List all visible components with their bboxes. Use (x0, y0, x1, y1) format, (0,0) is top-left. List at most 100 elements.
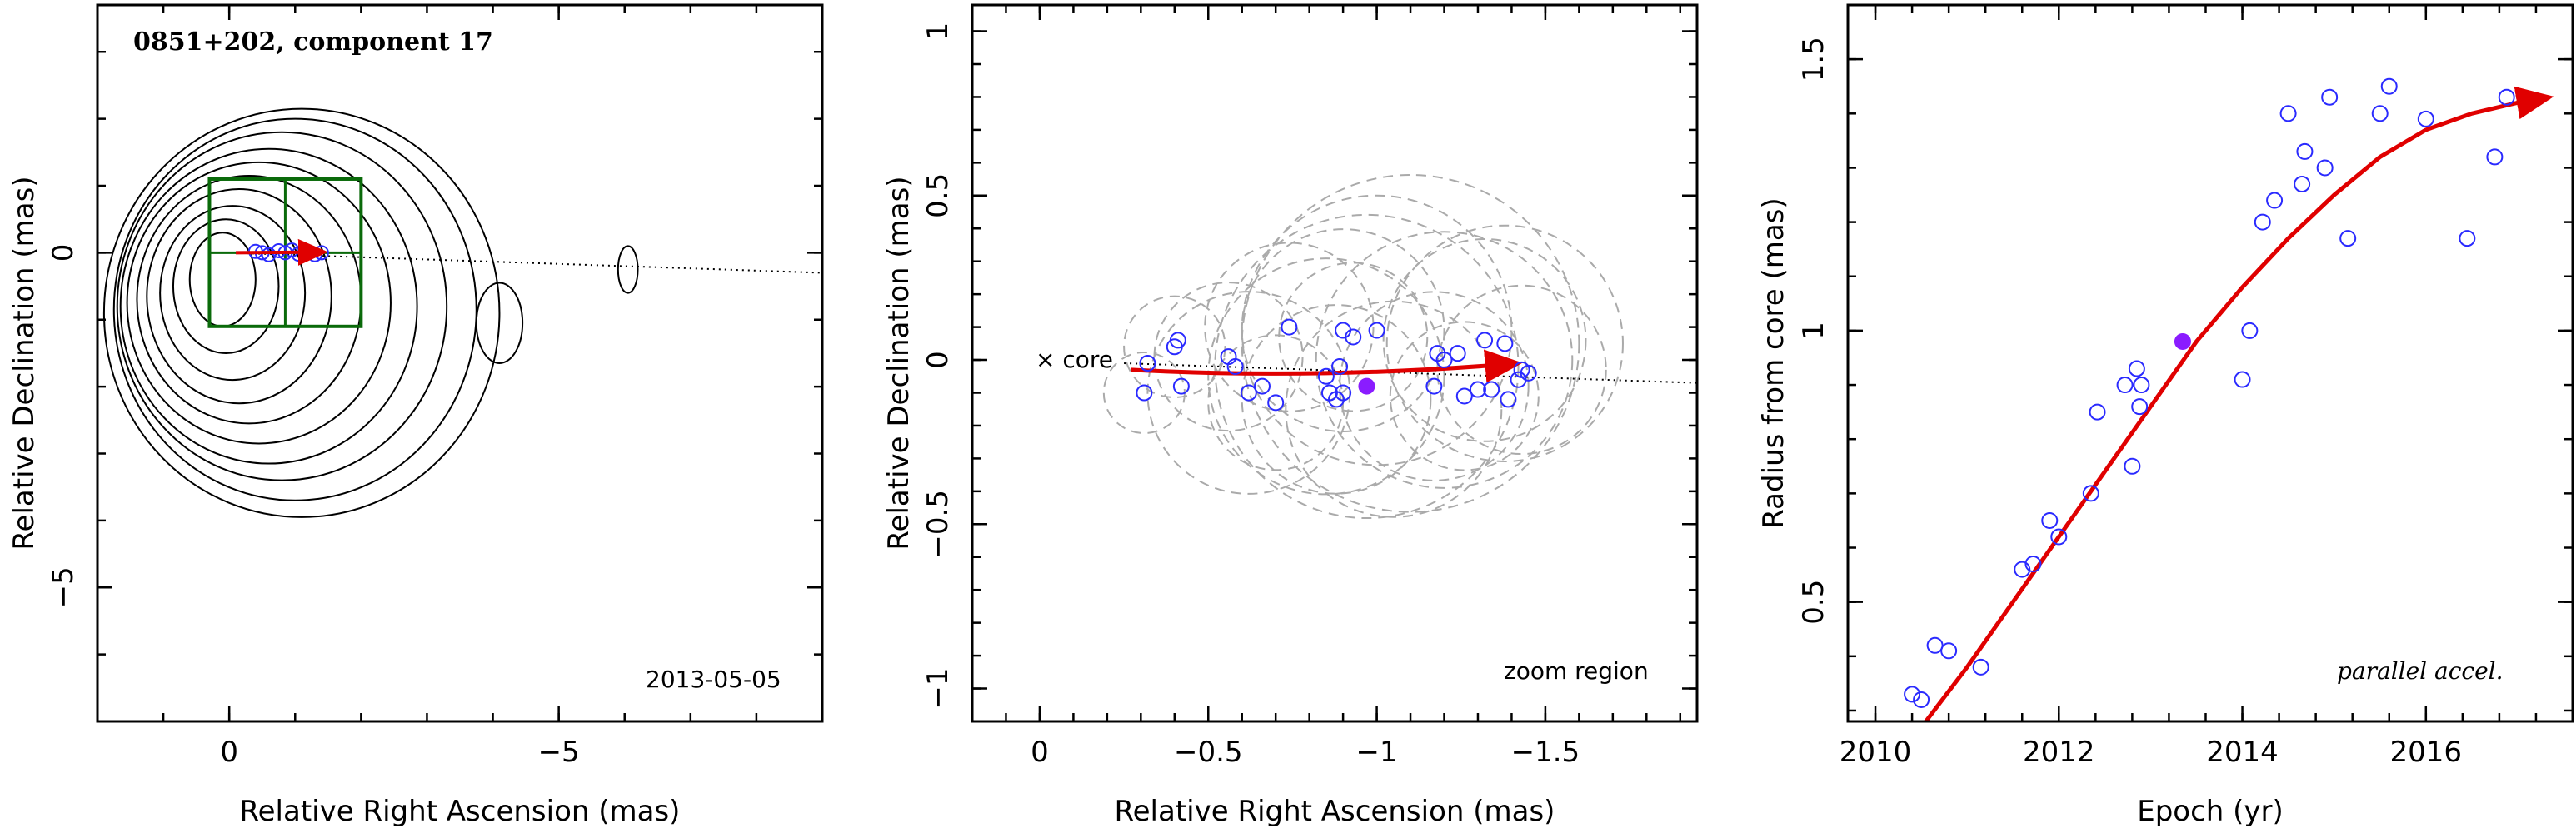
data-point (1972, 658, 1989, 676)
y-tick-label: 0.5 (921, 173, 955, 218)
error-circle (1153, 282, 1304, 432)
jet-axis-line (229, 252, 823, 274)
data-point (1435, 352, 1453, 369)
x-tick-label: 0 (220, 736, 238, 769)
current-epoch-point (2174, 332, 2191, 350)
data-point (2254, 213, 2271, 231)
current-epoch-point (1358, 377, 1375, 395)
data-point (2014, 561, 2031, 578)
y-tick-label: 1 (1797, 322, 1830, 340)
contour-level (146, 188, 332, 405)
x-axis-label: Relative Right Ascension (mas) (1115, 795, 1555, 828)
axis-ticks: 0 −0.5 −1 −1.5 −1 −0.5 0 0.5 1 (921, 5, 1697, 769)
contour-level (159, 205, 307, 382)
data-point (1317, 367, 1335, 385)
track-arrow (236, 238, 328, 266)
jet-axis (1124, 362, 1698, 384)
data-point (2486, 148, 2504, 166)
plot-frame (1846, 3, 2574, 723)
y-tick-label: 1 (921, 22, 955, 41)
data-point (1425, 377, 1443, 395)
y-tick-label: −1 (921, 667, 955, 709)
data-point (2234, 371, 2251, 388)
x-tick-label: 2014 (2206, 736, 2279, 769)
chart-title: 0851+202, component 17 (133, 27, 493, 57)
data-point (2024, 556, 2042, 573)
data-point (2131, 398, 2149, 416)
data-point (1904, 686, 1921, 703)
x-tick-label: 2012 (2023, 736, 2095, 769)
data-point (2279, 105, 2297, 122)
data-point (1500, 391, 1517, 408)
data-point (1913, 691, 1930, 708)
component-points (1136, 318, 1537, 412)
data-point (2296, 142, 2314, 160)
x-tick-label: −5 (538, 736, 580, 769)
data-point (1136, 384, 1153, 402)
x-tick-label: −0.5 (1174, 736, 1243, 769)
data-point (1520, 364, 1537, 382)
error-circle (1241, 304, 1432, 495)
axis-ticks: 2010 2012 2014 2016 0.5 1 1.5 (1797, 5, 2573, 769)
component-points (1904, 77, 2515, 708)
data-point (1940, 642, 1958, 660)
data-point (1240, 384, 1257, 402)
data-point (2321, 88, 2339, 106)
fit-curve (1924, 86, 2554, 723)
data-point (2133, 377, 2150, 394)
data-point (2082, 485, 2099, 502)
data-point (2128, 360, 2145, 377)
data-point (2124, 457, 2141, 475)
data-point (1455, 387, 1473, 405)
contour-level (102, 107, 501, 518)
data-point (2498, 88, 2515, 106)
x-tick-label: 0 (1031, 736, 1049, 769)
motion-track (236, 238, 328, 266)
error-circle (1102, 351, 1186, 435)
epoch-date-label: 2013-05-05 (646, 666, 781, 693)
data-point (1267, 394, 1285, 412)
y-axis-label: Relative Declination (mas) (7, 176, 41, 550)
plot-frame (96, 3, 824, 723)
data-point (2089, 403, 2106, 421)
contour-level (475, 282, 524, 364)
jet-axis (229, 252, 823, 274)
annotation-zoom-region: zoom region (1504, 657, 1649, 685)
error-circle (1123, 295, 1226, 398)
y-axis-label: Radius from core (mas) (1757, 197, 1790, 528)
error-circle (1315, 231, 1574, 489)
data-point (1139, 355, 1156, 372)
data-point (2041, 511, 2059, 529)
data-point (1345, 328, 1362, 346)
x-axis-label: Epoch (yr) (2137, 795, 2284, 828)
data-point (1254, 377, 1271, 395)
contour-level (126, 161, 392, 445)
data-point (2380, 77, 2398, 95)
x-tick-label: −1.5 (1511, 736, 1580, 769)
error-circles (1102, 174, 1624, 520)
error-circle (1382, 237, 1587, 442)
y-tick-label: 0 (921, 351, 955, 369)
contour-level (112, 117, 477, 501)
error-circle (1241, 174, 1580, 513)
data-point (2266, 192, 2284, 209)
panel-zoom-region: 0 −0.5 −1 −1.5 −1 −0.5 0 0.5 1 × core zoom regio… (882, 3, 1699, 828)
data-point (1483, 381, 1500, 398)
data-point (1926, 636, 1944, 654)
x-tick-label: −1 (1356, 736, 1398, 769)
error-circle (1389, 321, 1540, 471)
data-point (2417, 110, 2434, 127)
data-point (2339, 230, 2357, 247)
data-point (1169, 332, 1186, 349)
data-point (1476, 332, 1494, 349)
data-point (1469, 381, 1486, 398)
annotation-parallel-accel: parallel accel. (2337, 657, 2504, 685)
motion-track (1131, 349, 1523, 383)
error-circle (1204, 242, 1375, 412)
data-point (1496, 335, 1514, 352)
data-point (1335, 384, 1352, 402)
data-point (1331, 357, 1349, 375)
data-point (1368, 322, 1385, 339)
